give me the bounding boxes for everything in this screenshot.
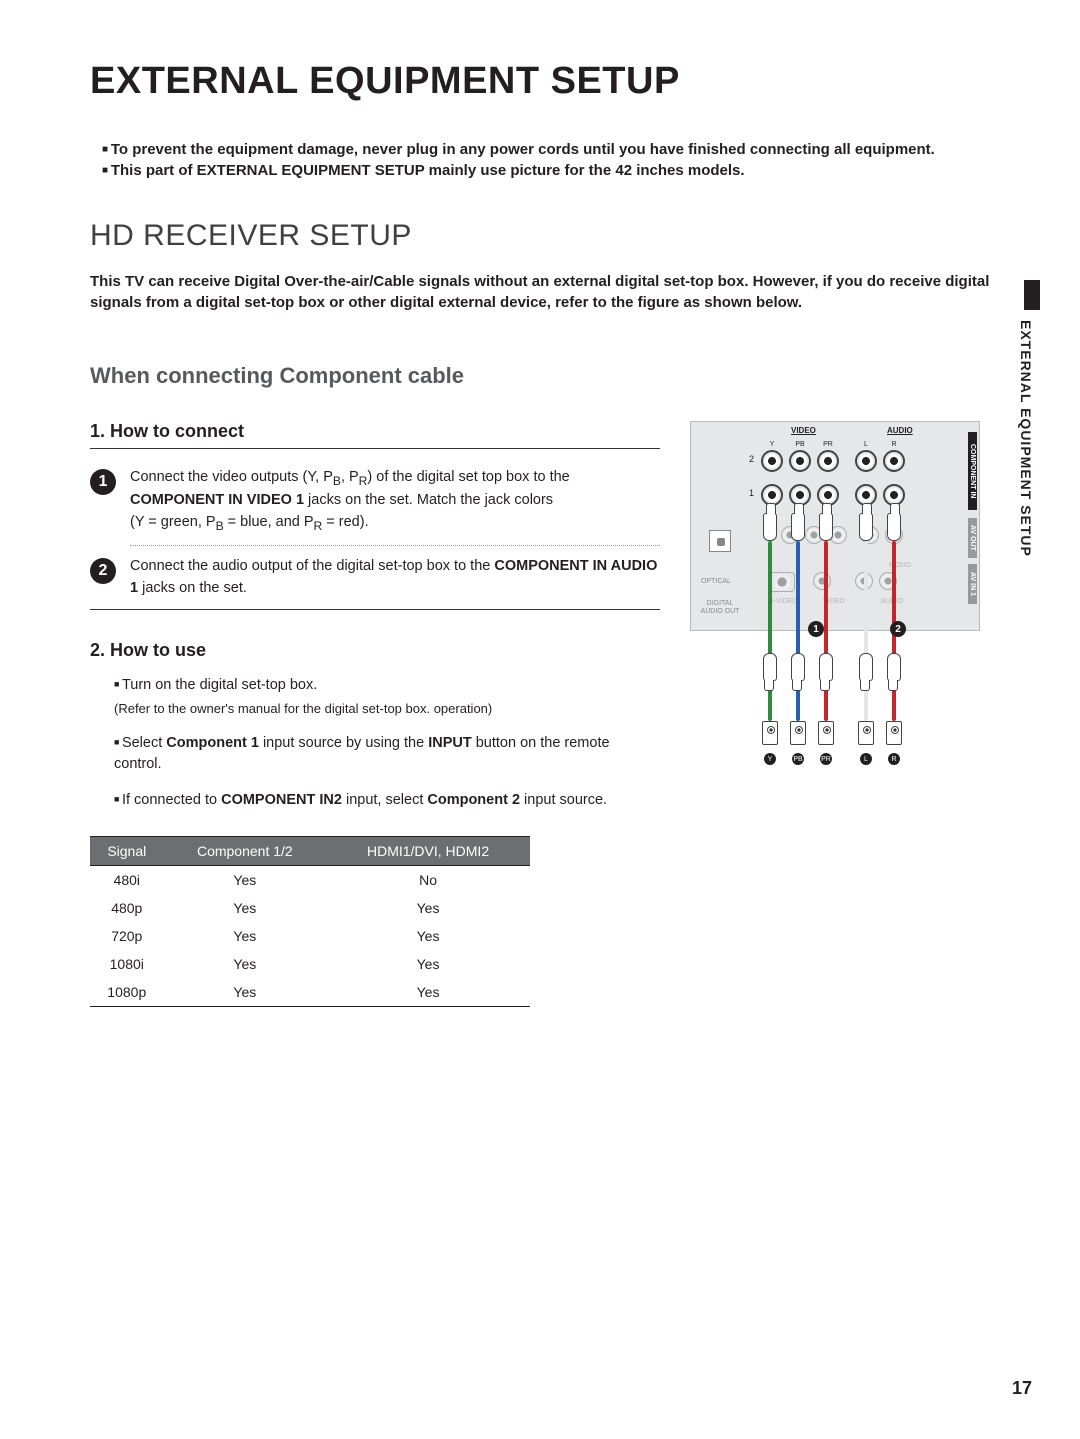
th-component: Component 1/2	[164, 836, 327, 865]
connection-diagram: VIDEO AUDIO 2 Y PB PR L R 1	[690, 421, 980, 781]
plug-bottom-4	[886, 721, 902, 745]
plug-top-1	[791, 513, 805, 541]
plug-bottom-3	[858, 721, 874, 745]
step-2-text: Connect the audio output of the digital …	[130, 556, 660, 600]
plug-top-2	[819, 513, 833, 541]
side-text: EXTERNAL EQUIPMENT SETUP	[1018, 320, 1034, 557]
plug-bottom-0	[762, 721, 778, 745]
optical-label: OPTICAL	[701, 578, 731, 586]
component-in-label: COMPONENT IN	[968, 432, 977, 510]
warning-2: This part of EXTERNAL EQUIPMENT SETUP ma…	[102, 162, 990, 179]
table-header-row: Signal Component 1/2 HDMI1/DVI, HDMI2	[90, 836, 530, 865]
page-number: 17	[1012, 1378, 1032, 1399]
use-list: Turn on the digital set-top box. (Refer …	[114, 675, 660, 812]
signal-table: Signal Component 1/2 HDMI1/DVI, HDMI2 48…	[90, 836, 530, 1007]
use-item-3: If connected to COMPONENT IN2 input, sel…	[114, 790, 660, 812]
side-tab	[1024, 280, 1040, 310]
diagram-audio-label: AUDIO	[887, 426, 913, 435]
step-2-num: 2	[90, 558, 116, 584]
cable-0	[768, 541, 772, 721]
connect-steps: 1 Connect the video outputs (Y, PB, PR) …	[90, 457, 660, 610]
th-hdmi: HDMI1/DVI, HDMI2	[326, 836, 530, 865]
plug-top-4	[887, 513, 901, 541]
mini-badge-4: R	[888, 753, 900, 765]
how-to-connect-title: 1. How to connect	[90, 421, 660, 449]
mini-badge-0: Y	[764, 753, 776, 765]
plug-bottom-2	[818, 721, 834, 745]
plug-bottom-1	[790, 721, 806, 745]
diagram-badge-2: 2	[890, 621, 906, 637]
sub-title: When connecting Component cable	[90, 363, 990, 389]
table-row: 720pYesYes	[90, 922, 530, 950]
step-1: 1 Connect the video outputs (Y, PB, PR) …	[90, 457, 660, 545]
diagram-badge-1: 1	[808, 621, 824, 637]
cable-2	[824, 541, 828, 721]
use-item-1-refer: (Refer to the owner's manual for the dig…	[114, 699, 660, 719]
av-out-label: AV OUT	[968, 518, 977, 558]
table-row: 1080iYesYes	[90, 950, 530, 978]
mini-badge-2: PR	[820, 753, 832, 765]
diagram-video-label: VIDEO	[791, 426, 816, 435]
cable-1	[796, 541, 800, 721]
intro-text: This TV can receive Digital Over-the-air…	[90, 271, 990, 313]
digital-audio-label: DIGITAL AUDIO OUT	[695, 600, 745, 615]
jack-row-1: 1	[761, 484, 905, 506]
mini-badge-3: L	[860, 753, 872, 765]
main-title: EXTERNAL EQUIPMENT SETUP	[90, 60, 990, 103]
use-item-1: Turn on the digital set-top box. (Refer …	[114, 675, 660, 718]
cable-3	[864, 541, 868, 721]
how-to-use-title: 2. How to use	[90, 640, 660, 667]
table-row: 480pYesYes	[90, 894, 530, 922]
use-item-2: Select Component 1 input source by using…	[114, 733, 660, 777]
plug-top-3	[859, 513, 873, 541]
step-1-text: Connect the video outputs (Y, PB, PR) of…	[130, 467, 660, 535]
warnings-block: To prevent the equipment damage, never p…	[102, 141, 990, 179]
step-1-num: 1	[90, 469, 116, 495]
mini-badge-1: PB	[792, 753, 804, 765]
av-in-label: AV IN 1	[968, 564, 977, 604]
jack-row-2: 2 Y PB PR L R	[761, 450, 905, 472]
th-signal: Signal	[90, 836, 164, 865]
step-2: 2 Connect the audio output of the digita…	[90, 546, 660, 610]
table-row: 1080pYesYes	[90, 978, 530, 1007]
section-title: HD RECEIVER SETUP	[90, 219, 990, 253]
plug-top-0	[763, 513, 777, 541]
optical-jack	[709, 530, 731, 552]
warning-1: To prevent the equipment damage, never p…	[102, 141, 990, 158]
table-row: 480iYesNo	[90, 865, 530, 894]
